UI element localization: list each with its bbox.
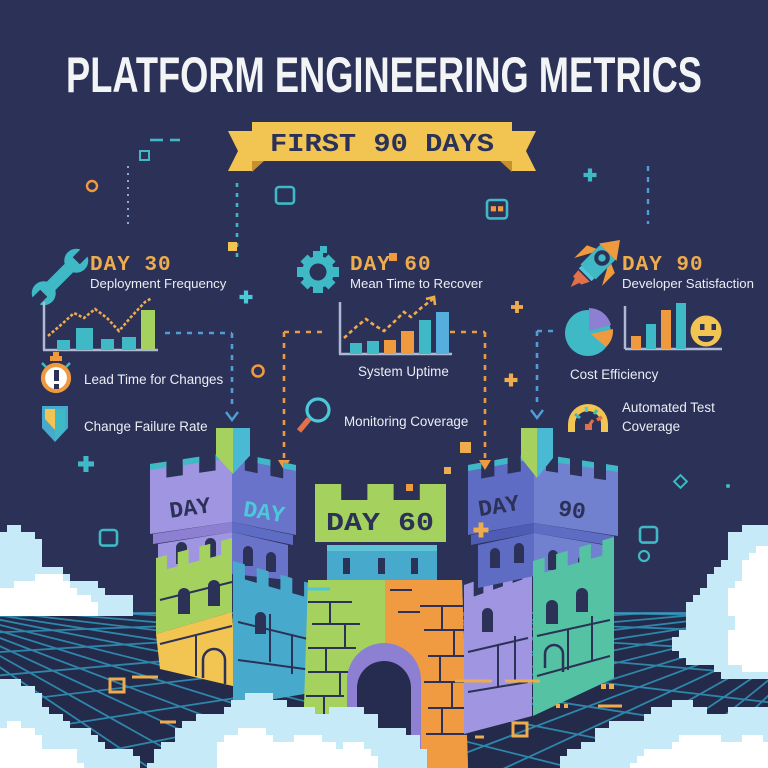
svg-text:Mean Time to Recover: Mean Time to Recover xyxy=(350,276,483,291)
svg-text:System Uptime: System Uptime xyxy=(358,364,449,379)
svg-text:DAY: DAY xyxy=(477,491,522,523)
svg-text:DAY 90: DAY 90 xyxy=(622,254,704,277)
svg-text:DAY 30: DAY 30 xyxy=(90,254,172,277)
svg-text:DAY: DAY xyxy=(241,497,286,529)
svg-text:Developer Satisfaction: Developer Satisfaction xyxy=(622,276,754,291)
svg-text:Deployment Frequency: Deployment Frequency xyxy=(90,276,227,291)
svg-text:Lead Time for Changes: Lead Time for Changes xyxy=(84,372,224,387)
svg-text:DAY 60: DAY 60 xyxy=(350,254,432,277)
svg-text:Coverage: Coverage xyxy=(622,419,680,434)
svg-text:PLATFORM ENGINEERING METRICS: PLATFORM ENGINEERING METRICS xyxy=(66,47,702,103)
svg-text:90: 90 xyxy=(556,496,587,526)
svg-text:Monitoring Coverage: Monitoring Coverage xyxy=(344,414,468,429)
svg-text:DAY: DAY xyxy=(168,493,213,525)
svg-text:Change Failure Rate: Change Failure Rate xyxy=(84,419,208,434)
svg-text:FIRST 90 DAYS: FIRST 90 DAYS xyxy=(270,129,494,159)
svg-text:DAY 60: DAY 60 xyxy=(326,508,434,538)
svg-text:Cost Efficiency: Cost Efficiency xyxy=(570,367,659,382)
svg-text:Automated Test: Automated Test xyxy=(622,400,715,415)
